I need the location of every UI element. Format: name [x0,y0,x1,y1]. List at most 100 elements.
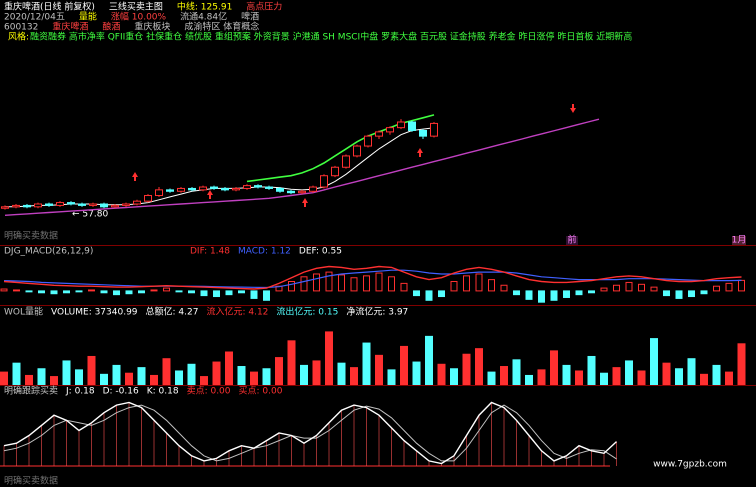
signal-arrows [132,104,576,207]
volume-bar [287,340,296,385]
volume-bar [675,368,683,385]
candle-body [166,189,174,192]
volume-bar [575,370,583,385]
volume-bar [487,371,496,385]
macd-bar [313,273,320,292]
candle-body [419,129,427,137]
candle-body [342,155,350,168]
header-text: 中线: 125.91 [177,1,232,13]
macd-bar [575,290,583,296]
volume-bar [725,371,733,385]
macd-bar [600,287,608,292]
volume-bar [625,360,633,385]
candle-body [331,166,339,177]
macd-bar [450,281,458,292]
volume-bar [550,350,558,385]
watermark: www.7gpzb.com [653,460,727,470]
candle-body [45,203,53,206]
macd-bar [563,290,570,298]
macd-bar [263,290,270,301]
legend-text: 流出亿元: 0.15 [276,306,338,318]
volume-bar [462,353,471,385]
volume-bar [450,368,458,385]
volume-bar [612,367,621,385]
volume-bar [212,361,221,385]
macd-bar [625,281,633,292]
kdj-footer: 明确买卖数据 [4,475,58,487]
volume-bar [425,335,433,385]
candle-body [199,186,207,191]
header-text: 酿酒 [102,21,120,33]
macd-bar [100,290,108,294]
volume-bar [337,362,346,385]
candle-body [430,122,438,137]
macd-bar [350,277,358,292]
header-text: 重庆啤酒(日线 前复权) [4,1,95,13]
macd-bar [675,290,683,299]
volume-bar [362,342,371,385]
header-text: 啤酒 [241,11,259,23]
candle-body [353,145,361,157]
month-mark: 1月 [732,235,747,246]
macd-bar [338,274,345,292]
volume-bar [200,376,208,385]
volume-bar [375,354,383,385]
macd-bar [175,290,183,293]
macd-bar [550,290,558,301]
volume-bar [525,374,533,385]
macd-bar [288,281,295,292]
month-mark: 前 [567,234,576,246]
volume-bar [437,363,446,385]
volume-bar [175,370,183,385]
legend-text: VOLUME: 37340.99 [51,308,138,318]
volume-bar [650,338,658,385]
macd-bar [400,282,408,292]
macd-bar [738,279,745,292]
macd-bar [113,290,120,296]
header-text: 量能 [79,11,97,23]
volume-bar [387,369,396,385]
macd-bar [213,290,220,298]
volume-bar [262,368,271,385]
candle-body [89,203,97,206]
candle-body [56,202,64,206]
candle-body [364,135,372,147]
legend-text: WOL量能 [4,306,43,318]
ma-short-line [5,127,435,208]
macd-bar [25,290,33,293]
macd-bar [125,290,133,295]
macd-bar [325,271,333,292]
candle-body [133,200,141,205]
candle-body [298,190,306,194]
volume-bar [275,357,283,385]
style-tags: 融资融券 高市净率 QFII重仓 社保重仓 绩优股 重组预案 外资背景 沪港通 … [30,31,632,43]
volume-bar [37,368,46,385]
volume-bar [637,370,646,385]
volume-bar [237,366,246,385]
legend-text: 买点: 0.00 [239,386,283,397]
macd-bar [225,290,233,296]
candle-body [397,121,405,129]
volume-bar [500,366,508,385]
candle-body [122,203,130,206]
dif-line [3,265,742,290]
macd-bar [713,285,720,292]
macd-bar [363,275,370,292]
volume-bar [250,371,258,385]
candle-body [243,185,251,189]
legend-text: MACD: 1.12 [238,247,291,257]
legend-text: DEF: 0.55 [299,247,342,257]
macd-bar [63,290,70,294]
candle-body [12,204,20,208]
volume-bar [687,358,696,385]
macd-bar [650,286,658,292]
macd-bar [188,290,195,294]
macd-bar [75,290,83,293]
macd-bar [538,290,545,303]
macd-bar [375,272,383,292]
main-footer: 明确买卖数据 [4,230,58,242]
macd-bar [500,284,508,292]
candle-body [320,175,328,188]
macd-bar [38,290,45,294]
legend-text: K: 0.18 [147,387,179,397]
